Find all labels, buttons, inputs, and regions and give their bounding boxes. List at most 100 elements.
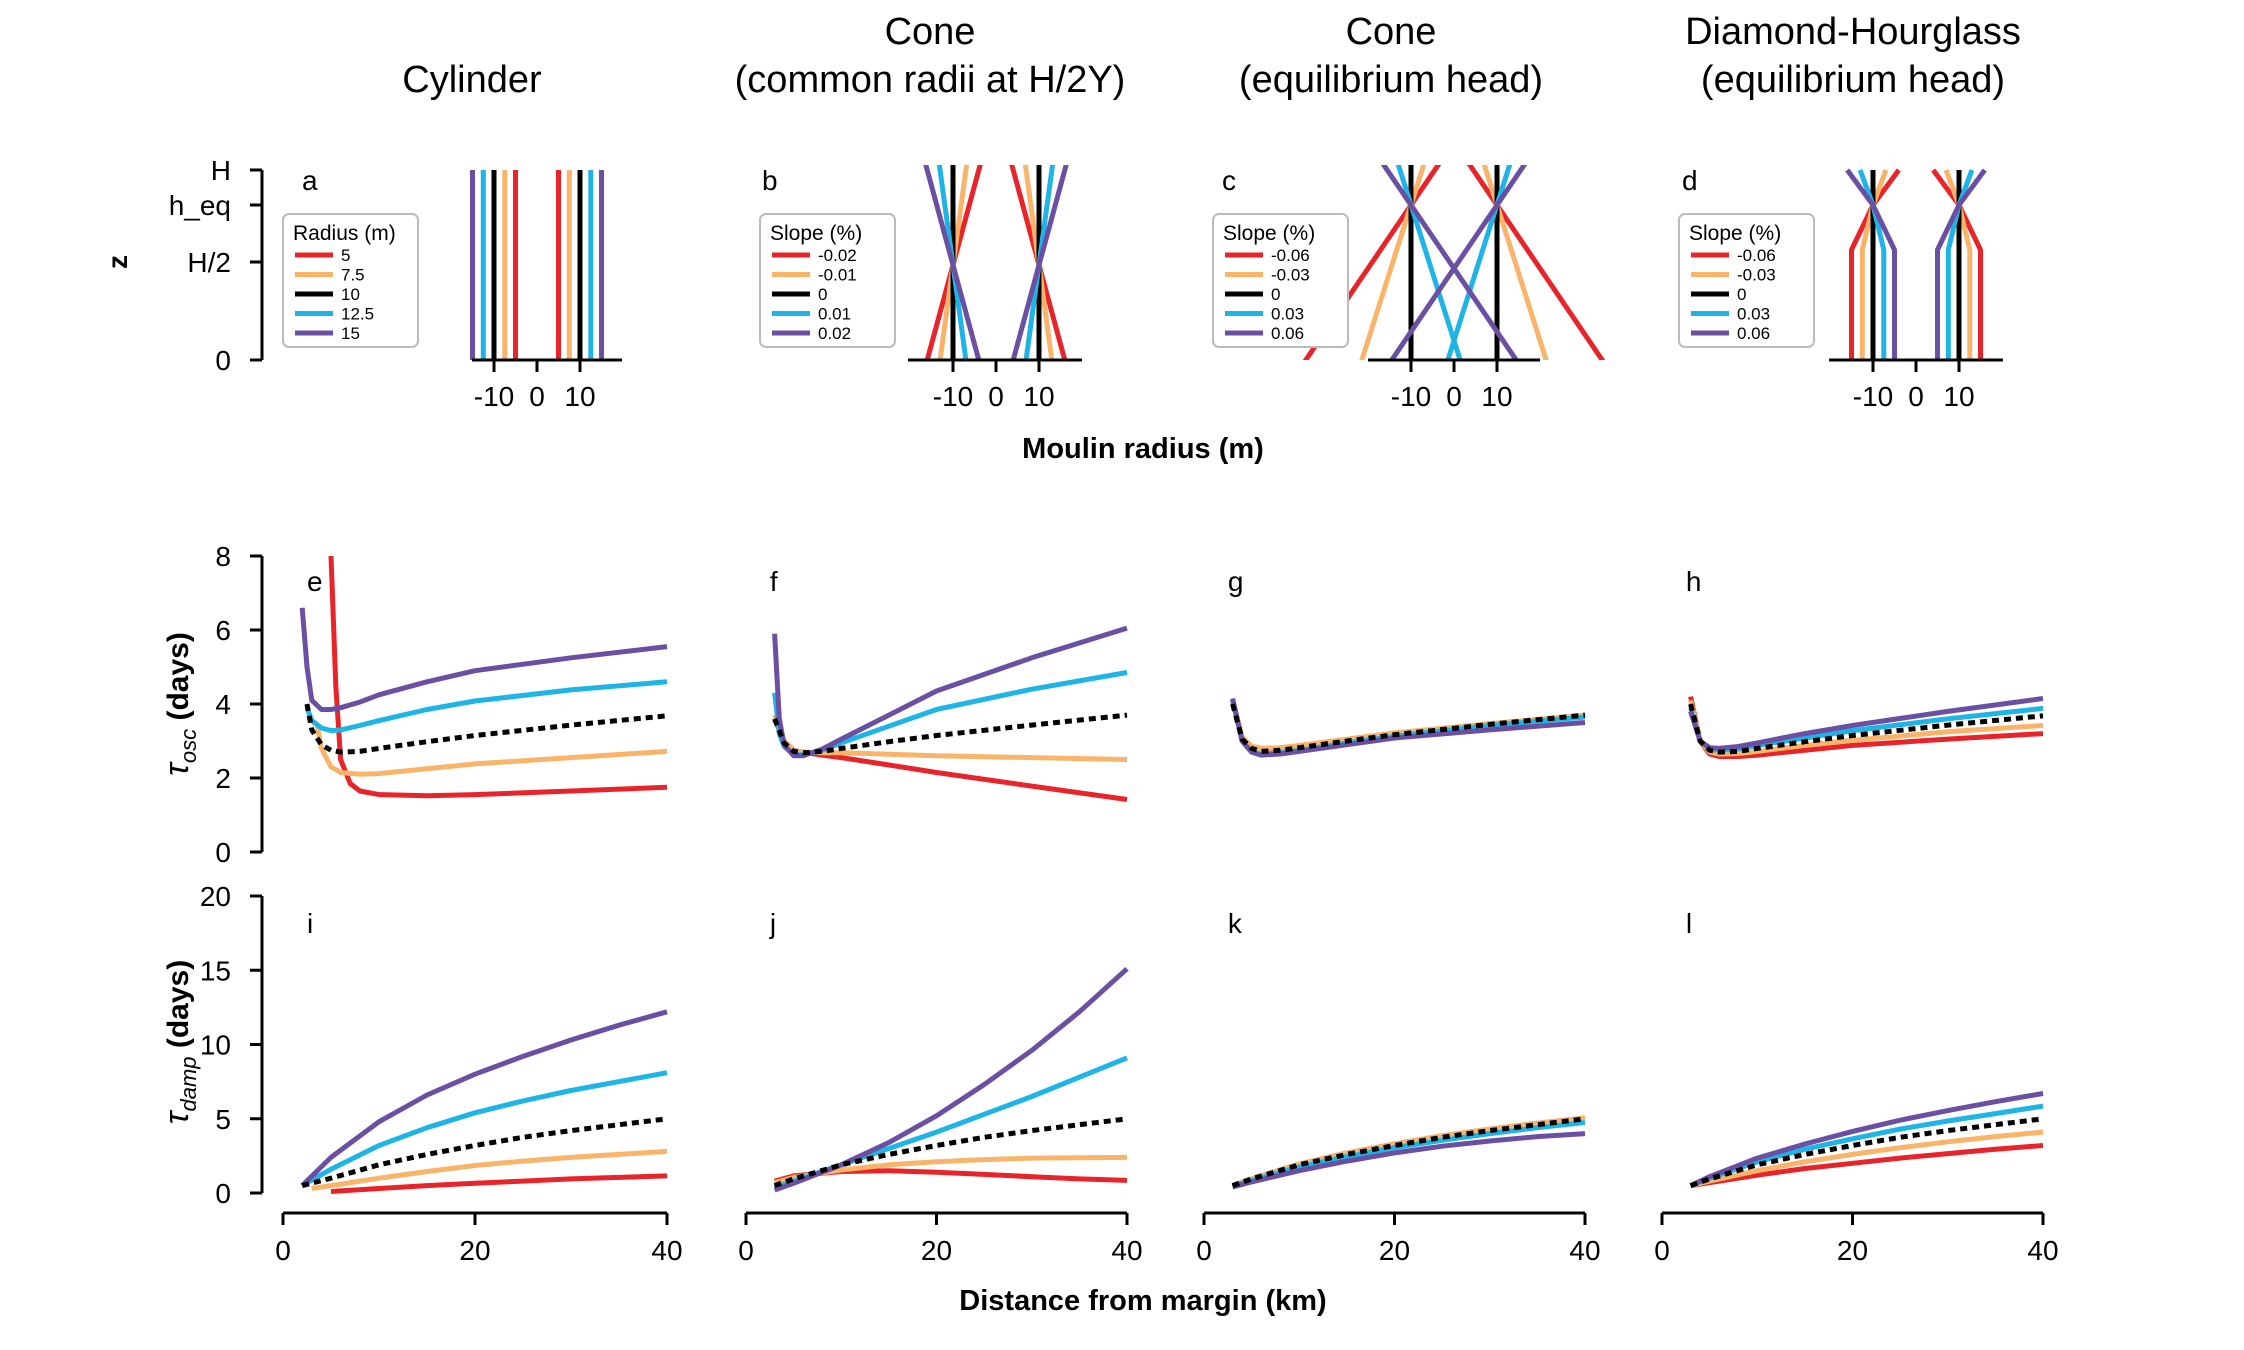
series-line-10 xyxy=(304,703,668,755)
wall-slope--0.06 xyxy=(1931,168,1983,360)
series-line-12.5 xyxy=(300,1070,668,1188)
wall-slope-0.02 xyxy=(923,165,982,360)
panel-letter-e: e xyxy=(307,566,323,597)
shape-x-tick-label: 0 xyxy=(1908,381,1924,412)
column-title-2-line1: Cone xyxy=(885,11,976,53)
panel-letter-g: g xyxy=(1228,566,1244,597)
wall-slope-0.06 xyxy=(1380,165,1520,360)
legend-entry: 5 xyxy=(341,246,350,265)
legend-entry: 0.01 xyxy=(818,305,851,324)
legend-entry: 0 xyxy=(1271,285,1280,304)
legend-entry: 0 xyxy=(818,285,827,304)
series-line-7.5 xyxy=(314,722,668,777)
wall-slope-0.03 xyxy=(1857,169,1887,360)
panel-letter-f: f xyxy=(770,566,778,597)
y-tick-label: 10 xyxy=(200,1030,231,1061)
series-line-0.03 xyxy=(1231,1120,1586,1189)
series-lines xyxy=(300,1009,668,1194)
legend-entry: 15 xyxy=(341,324,360,343)
panel-letter-l: l xyxy=(1686,908,1692,939)
panel-l: l 0 20 40 xyxy=(1654,908,2058,1266)
shape-x-tick-label: -10 xyxy=(474,381,514,412)
y-tick-label: 0 xyxy=(215,837,231,868)
series-line-0.06 xyxy=(1231,1131,1586,1190)
series-line-0 xyxy=(773,1116,1128,1188)
series-line-0.02 xyxy=(772,625,1128,759)
panel-letter-d: d xyxy=(1682,165,1698,196)
shape-x-tick-label: 10 xyxy=(564,381,595,412)
x-tick-label: 20 xyxy=(1837,1235,1868,1266)
legend-entry: 0.03 xyxy=(1737,305,1770,324)
series-lines xyxy=(1231,1115,1586,1190)
x-axis: 0 20 40 xyxy=(738,1211,1143,1266)
panel-letter-i: i xyxy=(307,908,313,939)
shape-x-tick-label: 0 xyxy=(988,381,1004,412)
legend-entry: -0.01 xyxy=(818,266,857,285)
series-line-0.06 xyxy=(1689,1091,2044,1188)
x-axis: 0 20 40 xyxy=(1654,1211,2059,1266)
shape-y-axis: z Hh_eq H/2 0 xyxy=(102,155,264,376)
wall-slope--0.03 xyxy=(1359,165,1427,360)
shape-lines xyxy=(923,165,1069,360)
x-axis: 0 20 40 xyxy=(275,1211,683,1266)
legend-entry: -0.06 xyxy=(1271,246,1310,265)
series-line-0 xyxy=(1231,1116,1586,1188)
column-title-4-line2: (equilibrium head) xyxy=(1701,59,2005,101)
series-lines xyxy=(772,625,1128,802)
x-tick-label: 40 xyxy=(2027,1235,2058,1266)
panel-k: k 0 20 40 xyxy=(1196,908,1600,1266)
legend-entry: 0.06 xyxy=(1271,324,1304,343)
x-tick-label: 0 xyxy=(1654,1235,1670,1266)
y-tick-label: 8 xyxy=(215,541,231,572)
legend-entry: -0.06 xyxy=(1737,246,1776,265)
shape-x-tick-label: -10 xyxy=(933,381,973,412)
x-tick-label: 20 xyxy=(459,1235,490,1266)
shape-lines xyxy=(1302,165,1606,360)
legend-entry: -0.03 xyxy=(1737,266,1776,285)
x-tick-label: 40 xyxy=(1569,1235,1600,1266)
wall-slope-0.03 xyxy=(1445,165,1513,360)
wall-slope-0.02 xyxy=(1010,165,1069,360)
legend-entry: 0.06 xyxy=(1737,324,1770,343)
series-line-12.5 xyxy=(304,679,668,734)
shape-y-axis-label: z xyxy=(102,255,133,269)
panel-letter-k: k xyxy=(1228,908,1243,939)
y-axis-label-tau_damp: τdamp (days) xyxy=(158,960,201,1124)
y-axis-tau_damp: 0 5 10 15 20 τdamp (days) xyxy=(158,881,264,1209)
y-tick-label: 4 xyxy=(215,689,231,720)
y-tick-label: 15 xyxy=(200,955,231,986)
legend-entry: 7.5 xyxy=(341,266,365,285)
column-title-1: Cylinder xyxy=(402,59,542,101)
y-axis-label-tau_osc: τosc (days) xyxy=(158,632,201,776)
series-line-5 xyxy=(328,555,668,799)
series-line-0.02 xyxy=(773,966,1129,1193)
bottom-x-axis-label: Distance from margin (km) xyxy=(959,1285,1326,1317)
panel-f: f xyxy=(770,566,1128,802)
panel-j: j 0 20 40 xyxy=(738,908,1142,1266)
series-lines xyxy=(773,966,1129,1193)
shape-x-tick-label: 10 xyxy=(1481,381,1512,412)
x-tick-label: 20 xyxy=(921,1235,952,1266)
series-line-0 xyxy=(772,712,1128,756)
tau-osc-row: 0 2 4 6 8 τosc (days) e f g h xyxy=(158,541,2044,868)
x-tick-label: 20 xyxy=(1379,1235,1410,1266)
panel-letter-h: h xyxy=(1686,566,1702,597)
series-line-0 xyxy=(1689,1116,2044,1188)
series-line-15 xyxy=(300,1009,668,1188)
wall-slope-0.03 xyxy=(1945,169,1975,360)
series-line-5 xyxy=(330,1173,668,1194)
panel-e: e xyxy=(299,555,668,799)
x-tick-label: 0 xyxy=(738,1235,754,1266)
legend-title: Slope (%) xyxy=(1689,222,1781,245)
y-tick-label: 6 xyxy=(215,615,231,646)
series-line--0.03 xyxy=(1690,1129,2044,1189)
column-title-4-line1: Diamond-Hourglass xyxy=(1685,11,2021,53)
shape-x-tick-label: 0 xyxy=(1446,381,1462,412)
wall-slope-0.06 xyxy=(1935,168,1987,360)
series-line-0.06 xyxy=(1688,696,2044,751)
x-tick-label: 0 xyxy=(275,1235,291,1266)
